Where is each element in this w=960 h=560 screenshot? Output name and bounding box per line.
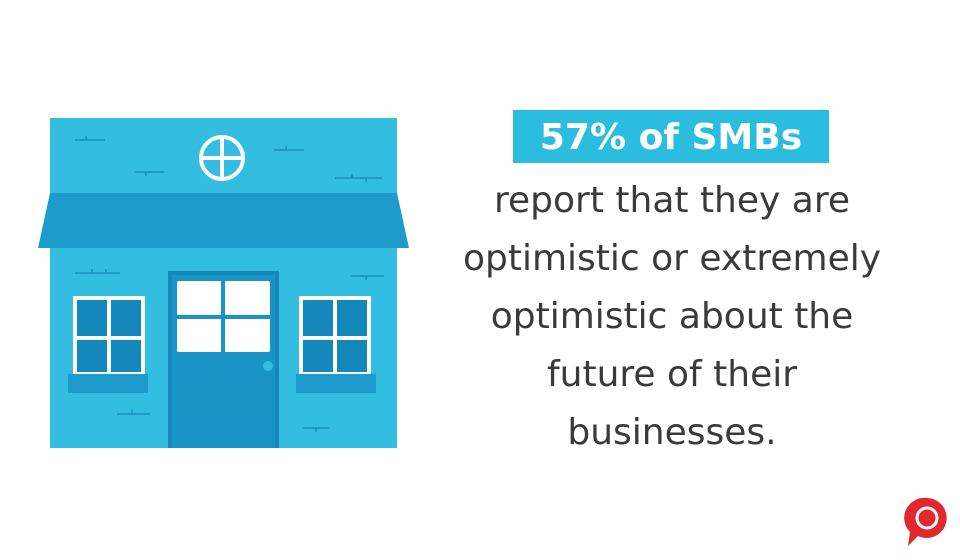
body-line: businesses. <box>567 412 776 453</box>
headline: 57% of SMBs <box>540 117 802 158</box>
body-line: report that they are <box>494 180 850 221</box>
body-line: optimistic or extremely <box>463 238 881 279</box>
logo <box>904 497 947 546</box>
body-line: future of their <box>547 354 797 395</box>
house-illustration <box>38 118 409 448</box>
body-line: optimistic about the <box>491 296 854 337</box>
headline-highlight <box>513 110 829 163</box>
